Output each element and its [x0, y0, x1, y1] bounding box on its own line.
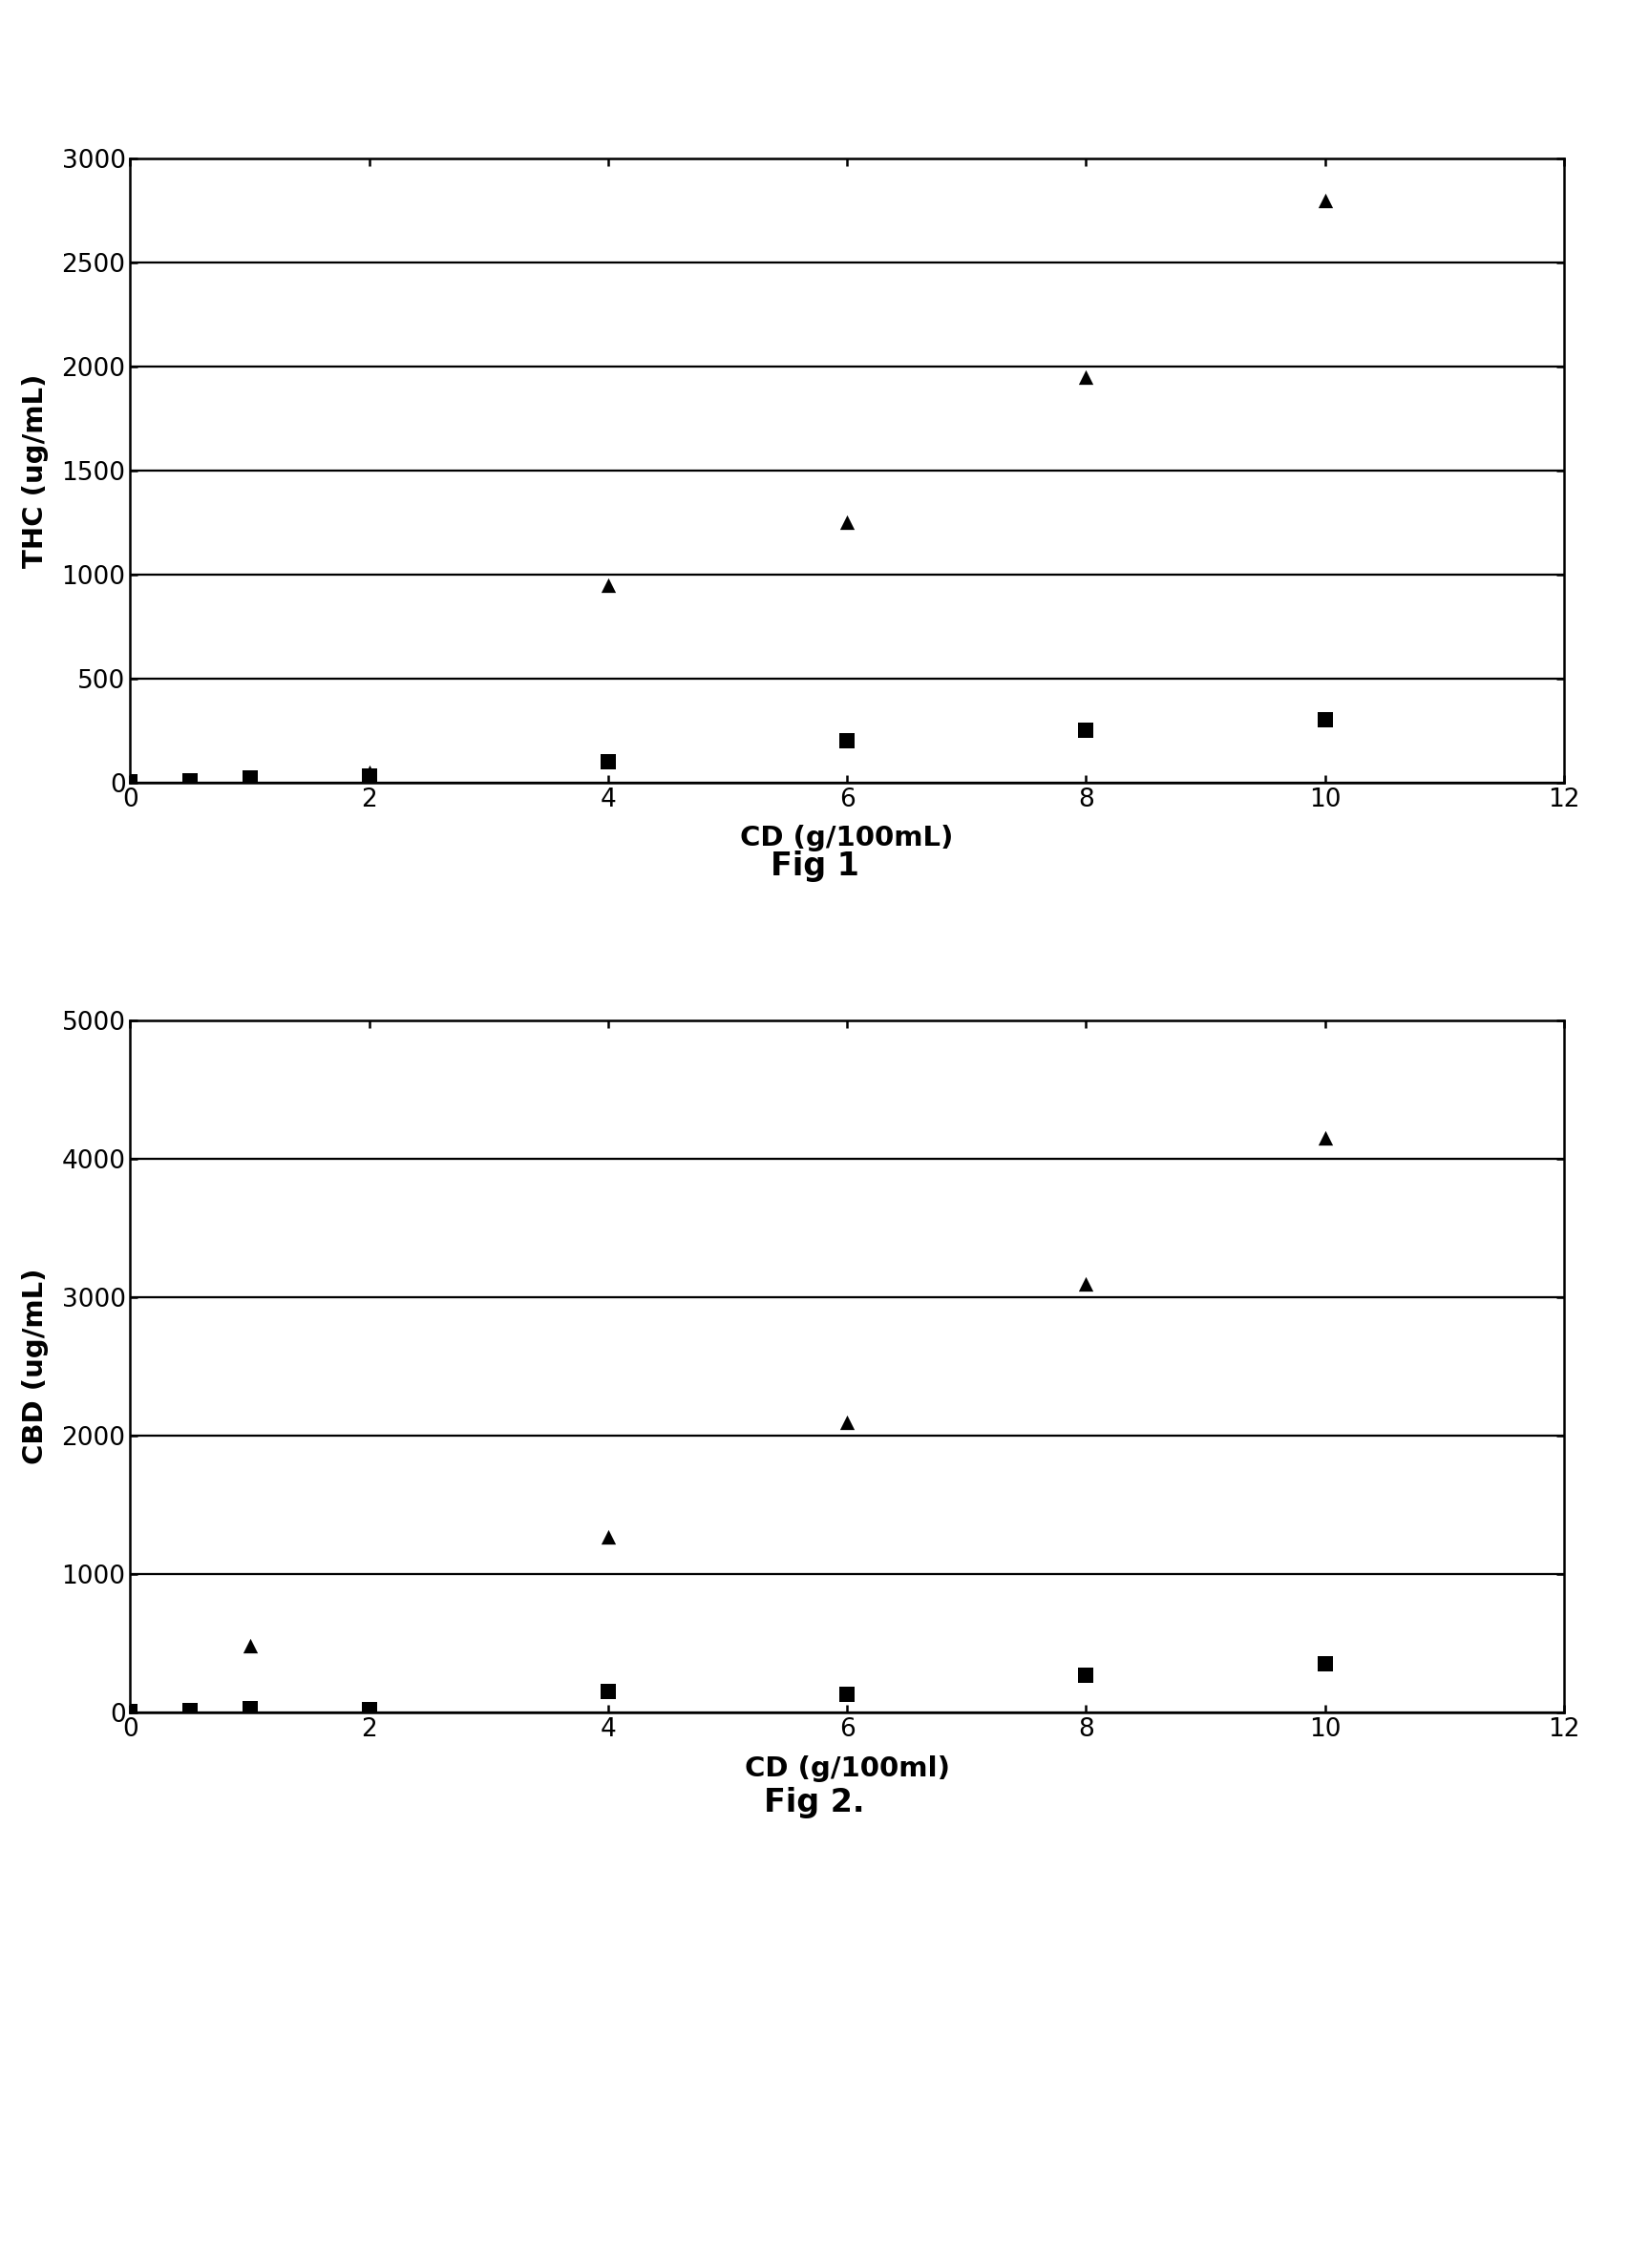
- Point: [834, 1676, 860, 1712]
- Point: [236, 1628, 262, 1665]
- Point: [1073, 712, 1099, 748]
- Point: [594, 1674, 620, 1710]
- Point: [117, 764, 143, 801]
- Point: [177, 1692, 204, 1728]
- Point: [117, 1694, 143, 1730]
- Text: Fig 2.: Fig 2.: [764, 1787, 864, 1819]
- Point: [1073, 1266, 1099, 1302]
- Point: [357, 758, 383, 794]
- X-axis label: CD (g/100ml): CD (g/100ml): [744, 1755, 949, 1783]
- Point: [834, 503, 860, 540]
- Point: [117, 1694, 143, 1730]
- Point: [177, 1692, 204, 1728]
- Point: [357, 753, 383, 789]
- Point: [357, 1692, 383, 1728]
- Point: [594, 744, 620, 780]
- Point: [177, 762, 204, 798]
- Point: [834, 723, 860, 760]
- Point: [117, 764, 143, 801]
- Point: [236, 762, 262, 798]
- X-axis label: CD (g/100mL): CD (g/100mL): [741, 826, 952, 853]
- Point: [1311, 1120, 1337, 1157]
- Point: [1311, 181, 1337, 218]
- Point: [1073, 358, 1099, 395]
- Point: [594, 567, 620, 603]
- Point: [1311, 1647, 1337, 1683]
- Point: [594, 1520, 620, 1556]
- Point: [177, 762, 204, 798]
- Y-axis label: THC (ug/mL): THC (ug/mL): [21, 374, 49, 567]
- Text: Fig 1: Fig 1: [770, 850, 858, 882]
- Point: [1073, 1658, 1099, 1694]
- Point: [1311, 703, 1337, 739]
- Point: [236, 760, 262, 796]
- Point: [236, 1690, 262, 1726]
- Point: [357, 1694, 383, 1730]
- Point: [834, 1404, 860, 1440]
- Y-axis label: CBD (ug/mL): CBD (ug/mL): [21, 1268, 49, 1465]
